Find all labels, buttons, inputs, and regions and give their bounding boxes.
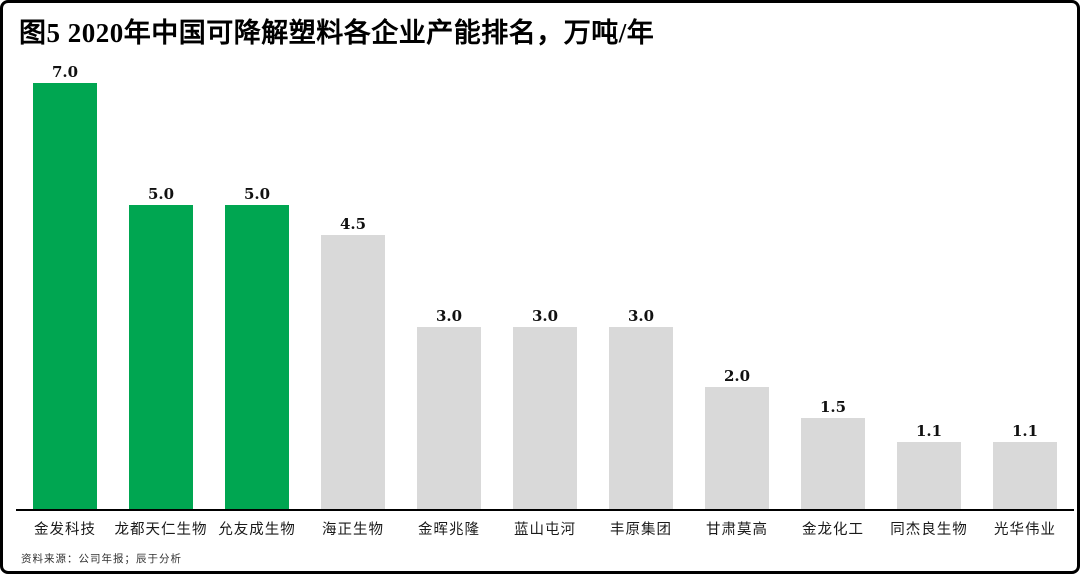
bar-value-label: 3.0 [531, 306, 559, 325]
category-label: 光华伟业 [994, 522, 1056, 538]
bar-column: 4.5 [305, 59, 401, 509]
bar-value-label: 5.0 [147, 184, 175, 203]
category-label: 甘肃莫高 [706, 522, 768, 538]
bar-column: 3.0 [497, 59, 593, 509]
bar [33, 83, 97, 509]
category-label: 海正生物 [322, 522, 384, 538]
category-label: 金发科技 [34, 522, 96, 538]
x-axis-line [16, 509, 1074, 511]
source-note: 资料来源：公司年报；辰于分析 [21, 554, 182, 565]
bar-column: 3.0 [593, 59, 689, 509]
category-label: 丰原集团 [610, 522, 672, 538]
bar-column: 1.1 [977, 59, 1073, 509]
bar-value-label: 1.5 [819, 397, 847, 416]
bar-value-label: 5.0 [243, 184, 271, 203]
bar [129, 204, 193, 509]
bar-column: 1.5 [785, 59, 881, 509]
category-label: 蓝山屯河 [514, 522, 576, 538]
category-label: 金龙化工 [802, 522, 864, 538]
category-label: 龙都天仁生物 [114, 522, 208, 538]
bar [321, 235, 385, 509]
bar-value-label: 3.0 [435, 306, 463, 325]
bar [417, 326, 481, 509]
bar [705, 387, 769, 509]
category-label: 金晖兆隆 [418, 522, 480, 538]
chart-title: 图5 2020年中国可降解塑料各企业产能排名，万吨/年 [19, 18, 655, 48]
bar [993, 442, 1057, 509]
bar-column: 3.0 [401, 59, 497, 509]
bar-value-label: 3.0 [627, 306, 655, 325]
bar-column: 2.0 [689, 59, 785, 509]
bar-value-label: 1.1 [1011, 422, 1039, 441]
bar [225, 204, 289, 509]
category-axis-labels: 金发科技 龙都天仁生物 允友成生物 海正生物 金晖兆隆 蓝山屯河 丰原集团 甘肃莫高 金龙化工 同… [17, 518, 1073, 539]
bar-value-label: 4.5 [339, 215, 367, 234]
bar-chart-plot: 7.0 5.0 5.0 4.5 3.0 3.0 3.0 2.0 1.5 1.1 1.1 [17, 59, 1073, 509]
bar [897, 442, 961, 509]
bar-column: 1.1 [881, 59, 977, 509]
category-label: 同杰良生物 [890, 522, 968, 538]
bar-value-label: 7.0 [51, 63, 79, 82]
bar-column: 7.0 [17, 59, 113, 509]
bar [513, 326, 577, 509]
bar-value-label: 1.1 [915, 422, 943, 441]
bar-column: 5.0 [113, 59, 209, 509]
bar [801, 417, 865, 509]
bar-value-label: 2.0 [723, 367, 751, 386]
bar-column: 5.0 [209, 59, 305, 509]
bar [609, 326, 673, 509]
category-label: 允友成生物 [218, 522, 296, 538]
